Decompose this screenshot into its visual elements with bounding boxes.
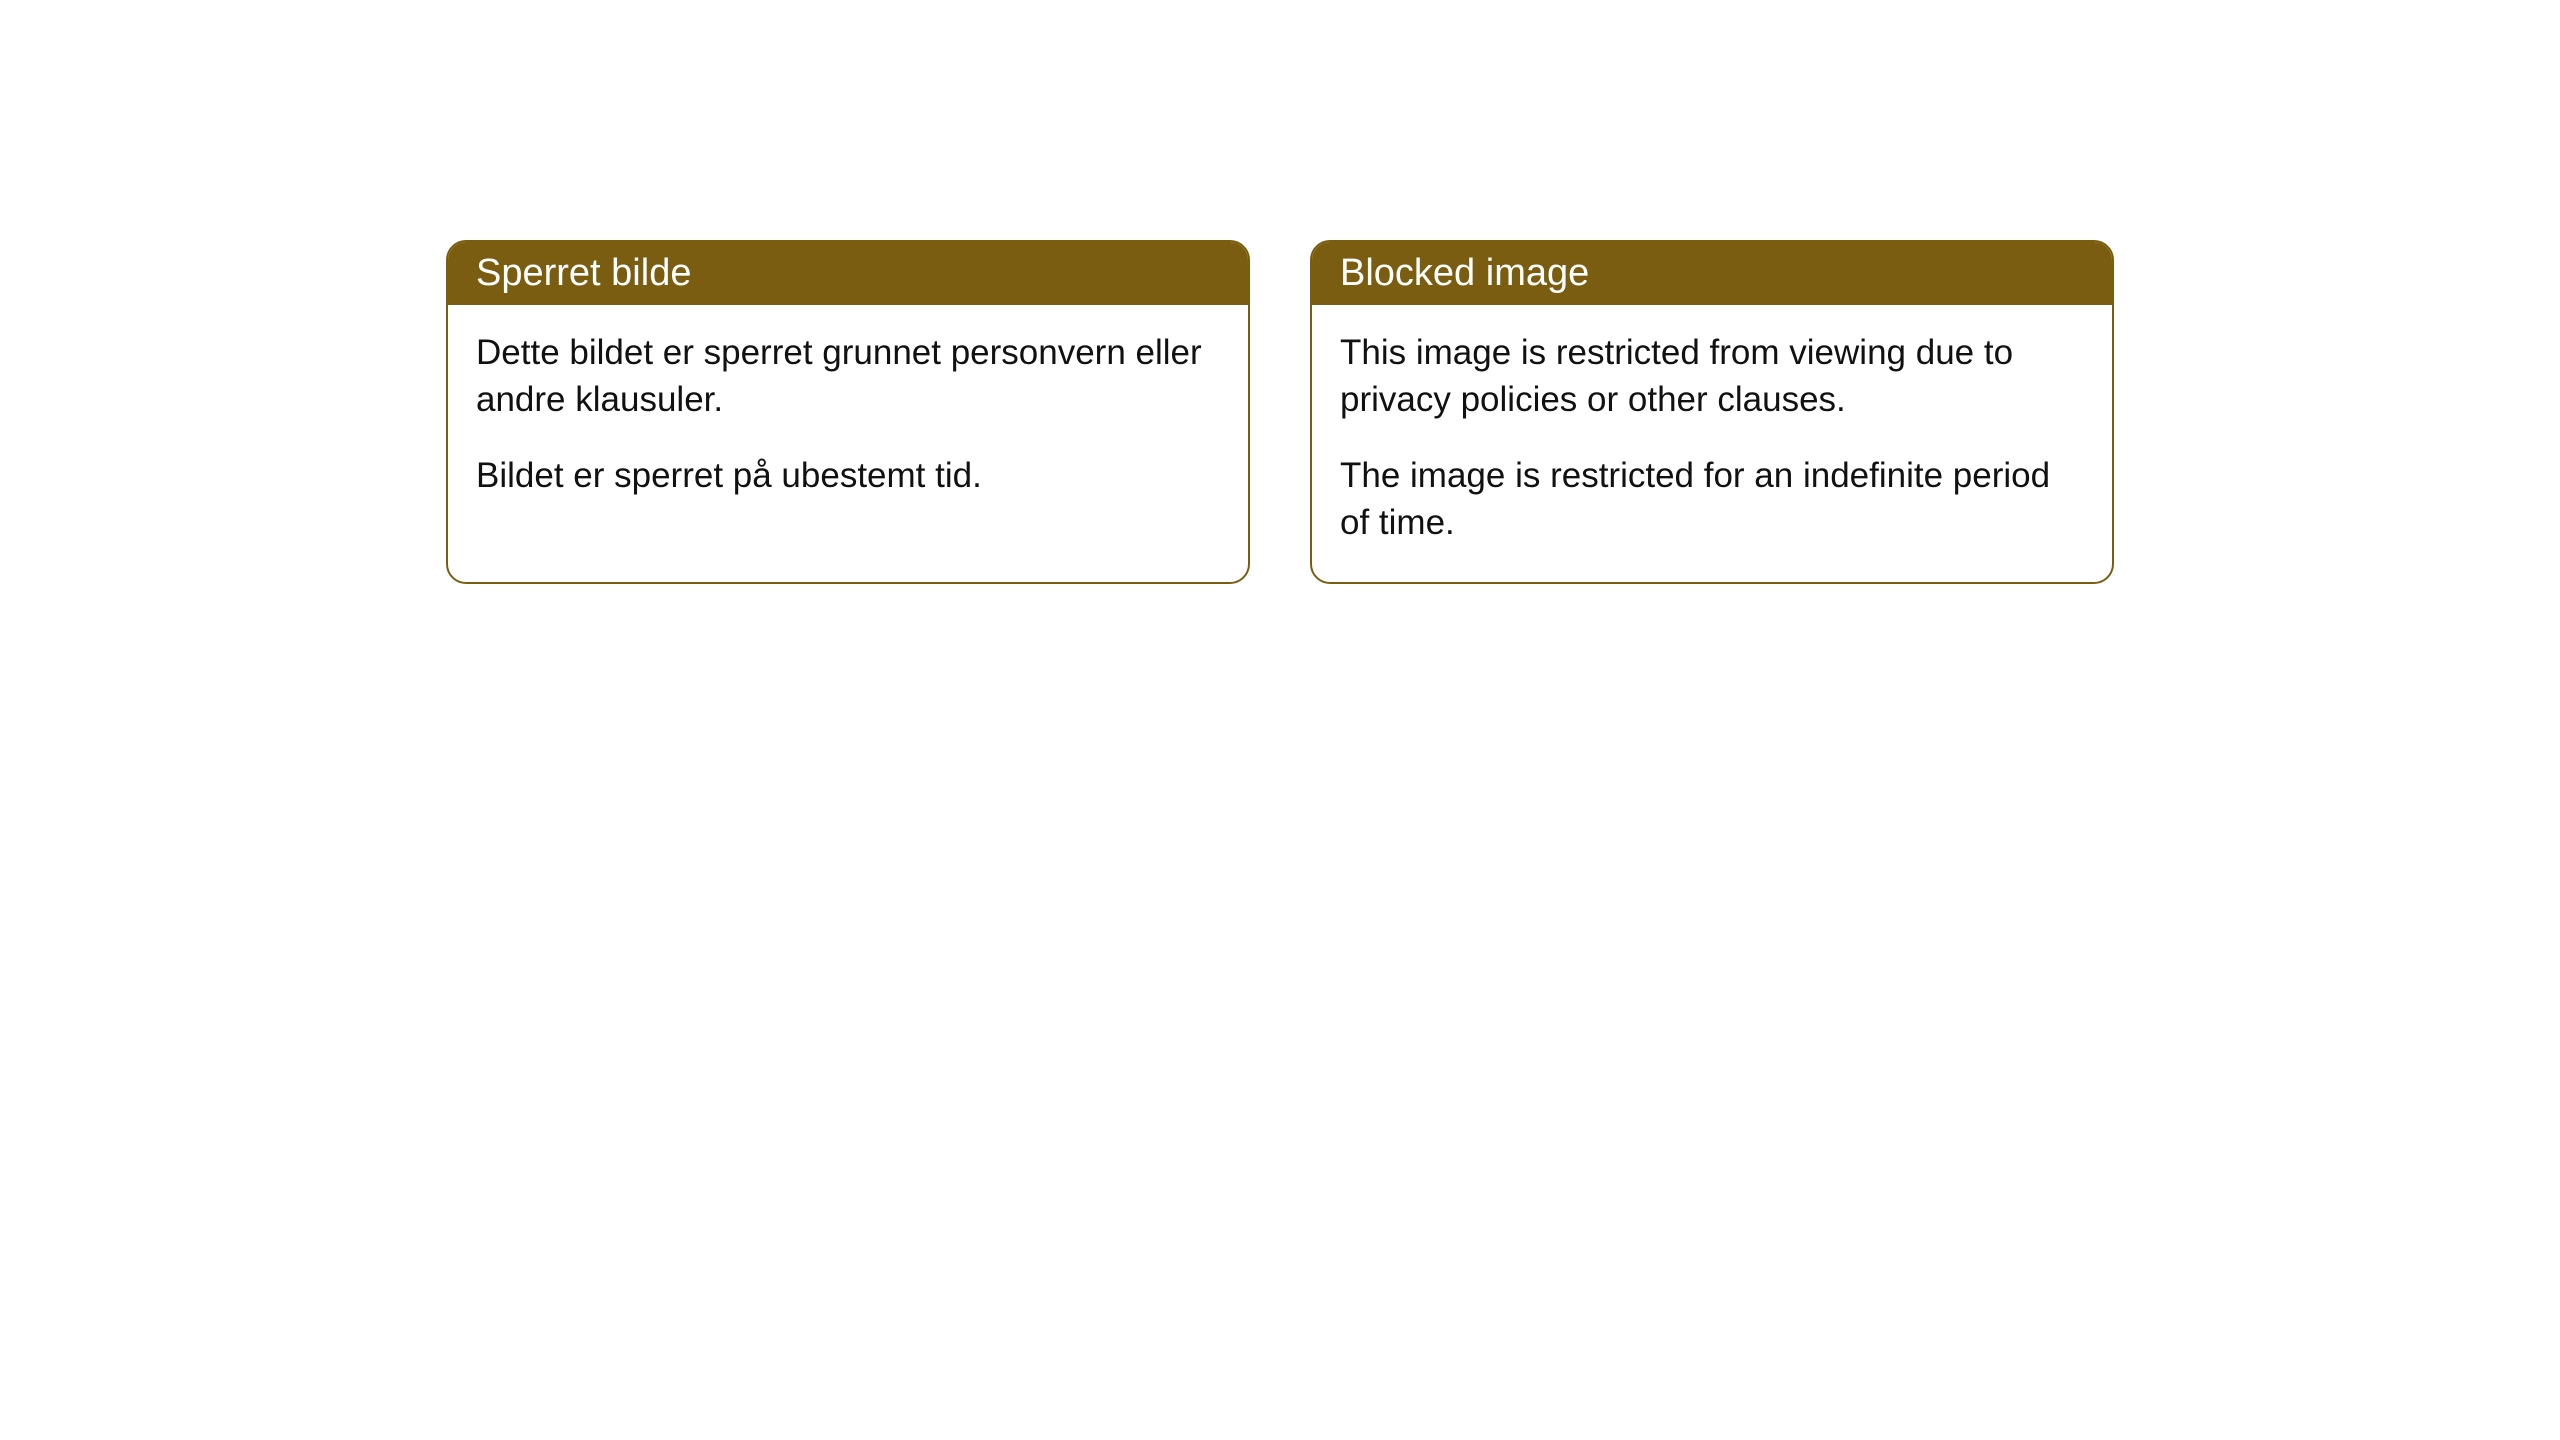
card-body: Dette bildet er sperret grunnet personve… [448,305,1248,535]
card-paragraph: Bildet er sperret på ubestemt tid. [476,452,1220,499]
card-header: Blocked image [1312,242,2112,305]
card-title: Sperret bilde [476,252,691,294]
card-paragraph: Dette bildet er sperret grunnet personve… [476,329,1220,424]
card-title: Blocked image [1340,252,1589,294]
notice-card-norwegian: Sperret bilde Dette bildet er sperret gr… [446,240,1250,584]
card-body: This image is restricted from viewing du… [1312,305,2112,582]
notice-card-english: Blocked image This image is restricted f… [1310,240,2114,584]
card-paragraph: This image is restricted from viewing du… [1340,329,2084,424]
card-paragraph: The image is restricted for an indefinit… [1340,452,2084,547]
notice-container: Sperret bilde Dette bildet er sperret gr… [446,240,2114,584]
card-header: Sperret bilde [448,242,1248,305]
